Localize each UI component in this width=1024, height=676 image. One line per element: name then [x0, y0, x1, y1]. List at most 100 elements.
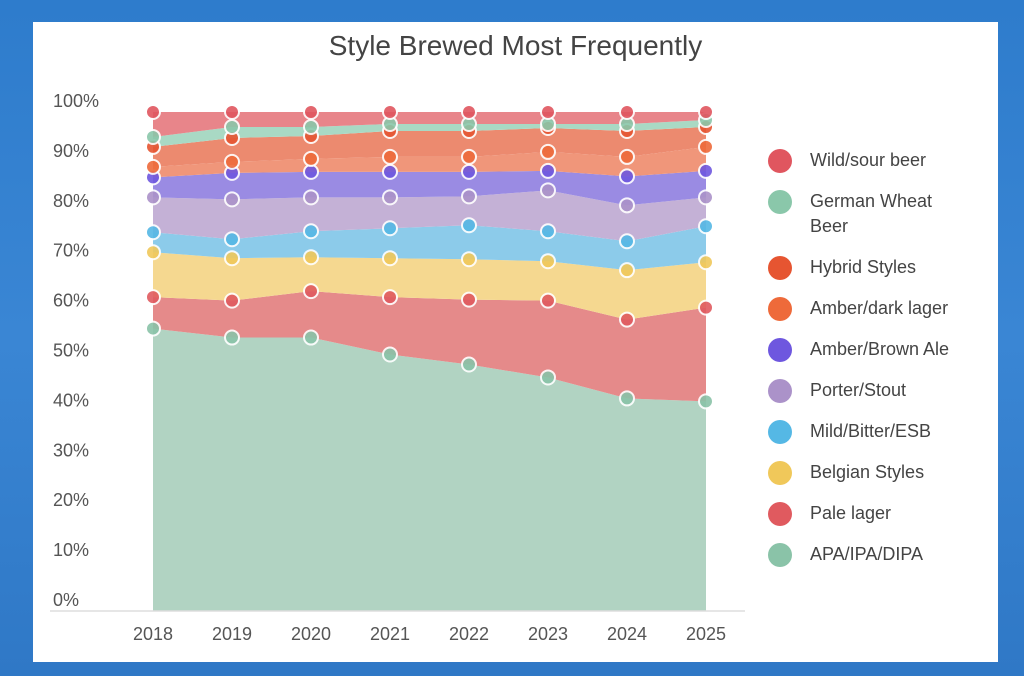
legend-swatch — [768, 420, 792, 444]
data-point — [540, 182, 556, 199]
data-point — [619, 233, 635, 250]
data-point — [461, 291, 477, 308]
legend-label: APA/IPA/DIPA — [810, 544, 924, 564]
legend-item: Amber/dark lager — [768, 296, 1008, 321]
legend-swatch — [768, 149, 792, 173]
area-amber-brown-ale — [153, 170, 706, 206]
legend-item: Amber/Brown Ale — [768, 337, 1008, 362]
y-tick-label: 40% — [53, 390, 89, 410]
y-tick-label: 70% — [53, 241, 89, 261]
data-point — [540, 104, 556, 120]
data-point — [619, 148, 635, 165]
data-point — [303, 104, 319, 120]
data-point — [224, 191, 240, 208]
data-point — [303, 163, 319, 180]
data-point — [224, 329, 240, 346]
area-belgian-styles — [153, 252, 706, 320]
data-point — [698, 393, 714, 410]
data-point — [303, 189, 319, 206]
data-point — [382, 104, 398, 120]
x-tick-label: 2019 — [212, 624, 252, 644]
area-porter-stout — [153, 190, 706, 242]
data-point — [698, 138, 714, 155]
legend-item: Pale lager — [768, 501, 1008, 526]
y-tick-label: 10% — [53, 540, 89, 560]
data-point — [382, 220, 398, 237]
area-hybrid-styles — [153, 126, 706, 167]
chart-title: Style Brewed Most Frequently — [328, 30, 703, 61]
legend-item: Wild/sour beer — [768, 148, 1008, 173]
data-point — [540, 292, 556, 309]
area-amber-dark-lager — [153, 146, 706, 178]
area-mild-bitter-esb — [153, 225, 706, 271]
data-point — [461, 251, 477, 268]
data-point — [224, 292, 240, 309]
data-point — [382, 189, 398, 206]
data-point — [619, 311, 635, 328]
data-point — [698, 189, 714, 206]
y-tick-label: 90% — [53, 141, 89, 161]
legend-swatch — [768, 297, 792, 321]
legend-label: Porter/Stout — [810, 380, 907, 400]
legend-label: Hybrid Styles — [810, 257, 917, 277]
x-tick-label: 2024 — [607, 624, 647, 644]
area-wild-sour-beer — [153, 112, 706, 137]
data-point — [145, 320, 161, 337]
legend-swatch — [768, 461, 792, 485]
data-point — [461, 217, 477, 234]
data-point — [382, 148, 398, 165]
y-tick-label: 80% — [53, 191, 89, 211]
data-point — [698, 104, 714, 120]
y-tick-label: 60% — [53, 291, 89, 311]
data-point — [145, 244, 161, 261]
legend-label: Wild/sour beer — [810, 150, 927, 170]
legend-label: Amber/dark lager — [810, 298, 949, 318]
data-point — [698, 218, 714, 235]
data-point — [540, 162, 556, 179]
data-point — [540, 253, 556, 270]
data-point — [145, 104, 161, 120]
legend-swatch — [768, 543, 792, 567]
data-point — [382, 346, 398, 363]
data-point — [145, 289, 161, 306]
data-point — [619, 262, 635, 279]
legend-label: Belgian Styles — [810, 462, 925, 482]
data-point — [461, 148, 477, 165]
legend-swatch — [768, 379, 792, 403]
y-tick-label: 100% — [53, 91, 99, 111]
y-tick-label: 30% — [53, 440, 89, 460]
x-tick-label: 2023 — [528, 624, 568, 644]
data-point — [619, 104, 635, 120]
legend-label: Amber/Brown Ale — [810, 339, 950, 359]
x-tick-label: 2025 — [686, 624, 726, 644]
data-point — [303, 283, 319, 300]
data-point — [698, 254, 714, 271]
data-point — [619, 168, 635, 185]
data-point — [698, 162, 714, 179]
data-point — [461, 188, 477, 205]
y-tick-label: 50% — [53, 341, 89, 361]
data-point — [303, 223, 319, 240]
data-point — [224, 118, 240, 135]
data-point — [382, 163, 398, 180]
data-point — [145, 128, 161, 145]
area-apa-ipa-dipa — [153, 328, 706, 611]
data-point — [303, 118, 319, 135]
data-point — [145, 189, 161, 206]
data-point — [303, 329, 319, 346]
data-point — [224, 104, 240, 120]
legend-label: German Wheat Beer — [810, 191, 933, 236]
legend-item: Belgian Styles — [768, 460, 1008, 485]
x-tick-label: 2022 — [449, 624, 489, 644]
legend-item: German Wheat Beer — [768, 189, 1008, 239]
area-pale-lager — [153, 291, 706, 402]
x-tick-label: 2021 — [370, 624, 410, 644]
data-point — [619, 390, 635, 407]
data-point — [461, 163, 477, 180]
data-point — [303, 150, 319, 167]
legend-swatch — [768, 190, 792, 214]
data-point — [303, 249, 319, 266]
legend-item: APA/IPA/DIPA — [768, 542, 1008, 567]
data-point — [540, 223, 556, 240]
data-point — [698, 299, 714, 316]
